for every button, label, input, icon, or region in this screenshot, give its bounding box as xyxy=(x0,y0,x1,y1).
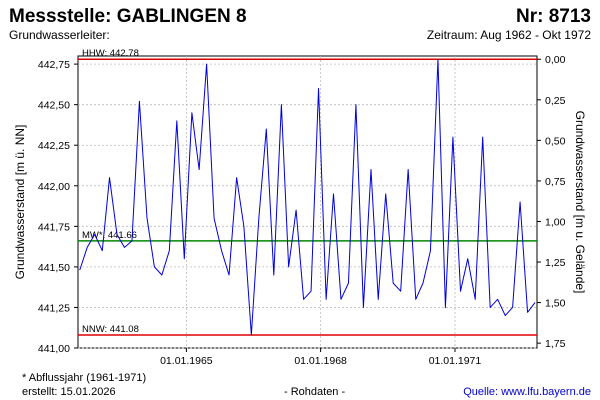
y-axis-label: Grundwasserstand [m ü. NN] xyxy=(13,125,27,280)
aquifer-label: Grundwasserleiter: xyxy=(9,28,110,42)
footnote: * Abflussjahr (1961-1971) xyxy=(22,372,147,384)
plot-frame xyxy=(77,55,538,349)
y-tick-label: 442,25 xyxy=(38,140,70,152)
y2-tick-label: 0,00 xyxy=(545,54,566,66)
x-tick-label: 01.01.1965 xyxy=(160,355,213,367)
y-tick-label: 441,25 xyxy=(38,302,70,314)
y-tick-label: 441,50 xyxy=(38,262,70,274)
y2-tick-label: 1,25 xyxy=(545,257,566,269)
y-tick-label: 441,00 xyxy=(38,343,70,355)
y2-tick-label: 1,50 xyxy=(545,298,566,310)
x-tick-label: 01.01.1968 xyxy=(294,355,347,367)
created-date: erstellt: 15.01.2026 xyxy=(22,386,116,398)
raw-data-label: - Rohdaten - xyxy=(284,386,346,398)
y-tick-label: 442,00 xyxy=(38,181,70,193)
y2-tick-label: 0,25 xyxy=(545,95,566,107)
source-link[interactable]: Quelle: www.lfu.bayern.de xyxy=(463,386,591,398)
y2-tick-label: 1,75 xyxy=(545,338,566,350)
reference-label-hhw: HHW: 442.78 xyxy=(82,48,139,59)
y-tick-label: 442,75 xyxy=(38,59,70,71)
station-number: Nr: 8713 xyxy=(516,6,591,27)
y2-tick-label: 0,50 xyxy=(545,135,566,147)
y-tick-label: 442,50 xyxy=(38,100,70,112)
groundwater-series-line xyxy=(79,58,536,336)
reference-label-nnw: NNW: 441.08 xyxy=(82,324,139,335)
y2-axis-label: Grundwasserstand [m u. Gelände] xyxy=(573,111,587,294)
y-tick-label: 441,75 xyxy=(38,221,70,233)
period-label: Zeitraum: Aug 1962 - Okt 1972 xyxy=(426,28,591,42)
station-title: Messstelle: GABLINGEN 8 xyxy=(9,6,247,27)
reference-label-mw: MW*: 441.66 xyxy=(82,230,137,241)
x-tick-label: 01.01.1971 xyxy=(429,355,482,367)
y2-tick-label: 1,00 xyxy=(545,216,566,228)
y2-tick-label: 0,75 xyxy=(545,176,566,188)
